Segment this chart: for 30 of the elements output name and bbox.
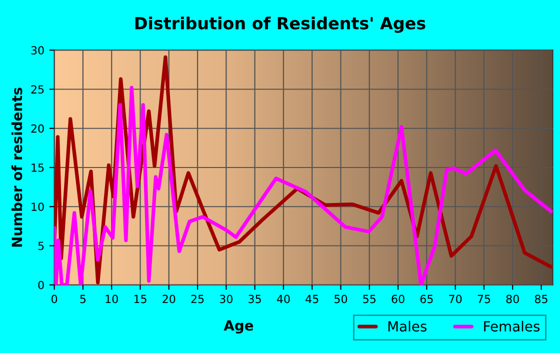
x-tick-label: 80 — [506, 294, 519, 304]
y-tick-label: 30 — [31, 46, 44, 55]
x-tick-label: 15 — [134, 294, 146, 304]
x-tick-label: 75 — [478, 294, 490, 304]
x-tick-label: 0 — [52, 294, 58, 304]
y-tick-label: 0 — [38, 280, 44, 290]
legend-label: Females — [484, 320, 540, 332]
x-tick-label: 10 — [106, 294, 118, 304]
x-tick-label: 85 — [534, 294, 548, 304]
x-tick-label: 35 — [248, 294, 261, 304]
legend-label: Males — [388, 320, 427, 332]
chart-title: Distribution of Residents' Ages — [135, 16, 426, 33]
x-tick-label: 20 — [162, 294, 176, 304]
x-tick-label: 65 — [420, 294, 433, 304]
x-tick-label: 70 — [449, 294, 462, 304]
x-tick-label: 55 — [363, 294, 376, 304]
y-tick-label: 20 — [31, 124, 44, 133]
x-tick-label: 45 — [306, 294, 318, 304]
x-tick-label: 30 — [220, 294, 233, 304]
y-tick-label: 5 — [38, 242, 44, 250]
x-tick-label: 25 — [191, 294, 204, 304]
x-tick-label: 60 — [392, 294, 404, 304]
x-tick-label: 50 — [334, 294, 348, 304]
y-tick-label: 10 — [32, 202, 44, 211]
y-tick-label: 15 — [32, 164, 44, 172]
x-axis-title: Age — [224, 320, 254, 334]
x-tick-label: 40 — [276, 294, 290, 304]
x-tick-label: 5 — [80, 294, 86, 304]
y-axis-title: Number of residents — [11, 88, 22, 247]
y-tick-label: 25 — [31, 85, 44, 94]
